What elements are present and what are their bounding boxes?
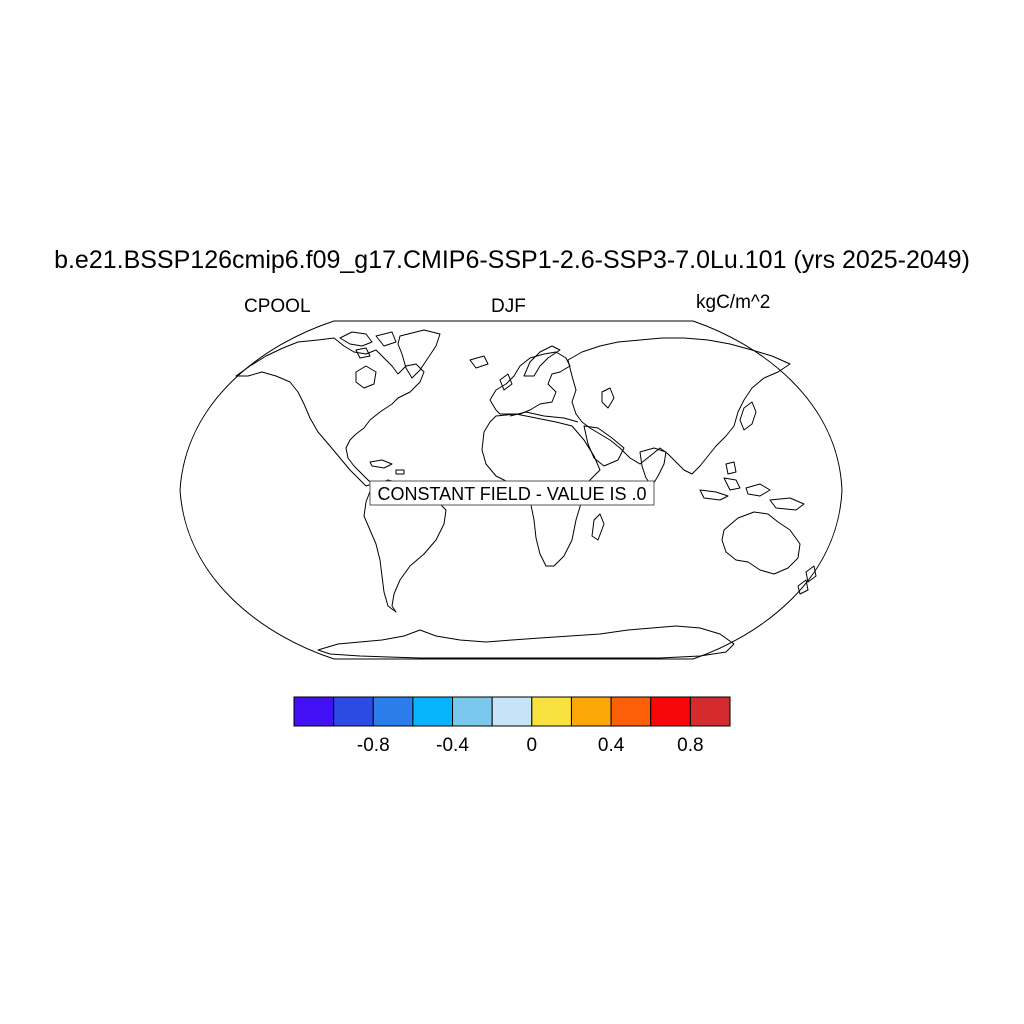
colorbar-tick-label: 0.4 (598, 735, 625, 756)
colorbar-swatch (689, 696, 731, 727)
coast-caspian-sea (601, 387, 615, 409)
colorbar-swatch (610, 696, 652, 727)
coast-new-zealand (797, 565, 817, 595)
coast-arctic-islands (339, 331, 397, 359)
coast-british-isles (469, 355, 513, 391)
colorbar-swatch (293, 696, 335, 727)
map-border (179, 320, 843, 660)
constant-field-box: CONSTANT FIELD - VALUE IS .0 (369, 480, 655, 506)
coast-caribbean (369, 459, 405, 475)
coast-japan (739, 401, 757, 431)
coast-se-asia-islands (699, 461, 805, 511)
colorbar: -0.8 -0.4 0 0.4 0.8 (293, 696, 731, 756)
season-label: DJF (491, 296, 526, 317)
colorbar-tick-label: -0.4 (436, 735, 469, 756)
notice-box (369, 480, 655, 506)
notice-text: CONSTANT FIELD - VALUE IS .0 (377, 484, 646, 504)
colorbar-swatch (333, 696, 374, 727)
coast-australia (721, 511, 801, 575)
colorbar-tick-label: -0.8 (357, 735, 390, 756)
coast-hudson-bay (355, 365, 377, 389)
coast-arabia (583, 425, 625, 467)
colorbar-swatch (452, 696, 493, 727)
coast-africa (481, 413, 601, 567)
colorbar-swatch (570, 696, 612, 727)
coast-greenland (397, 329, 441, 379)
coast-scandinavia (523, 345, 561, 377)
coast-mediterranean (509, 411, 579, 423)
world-map (179, 320, 843, 660)
coast-antarctica (317, 625, 735, 659)
colorbar-swatch (372, 696, 414, 727)
colorbar-swatch (491, 696, 533, 727)
colorbar-swatch (412, 696, 454, 727)
colorbar-tick-label: 0.8 (677, 735, 703, 756)
colorbar-tick-label: 0 (527, 735, 538, 756)
coast-north-america (235, 337, 425, 487)
plot-title: b.e21.BSSP126cmip6.f09_g17.CMIP6-SSP1-2.… (54, 246, 970, 274)
coast-asia (567, 337, 791, 475)
variable-label: CPOOL (244, 296, 311, 317)
colorbar-swatch (531, 696, 572, 727)
colorbar-swatch (650, 696, 691, 727)
units-label: kgC/m^2 (696, 292, 771, 313)
coast-madagascar (591, 513, 605, 541)
coast-india (639, 447, 667, 487)
